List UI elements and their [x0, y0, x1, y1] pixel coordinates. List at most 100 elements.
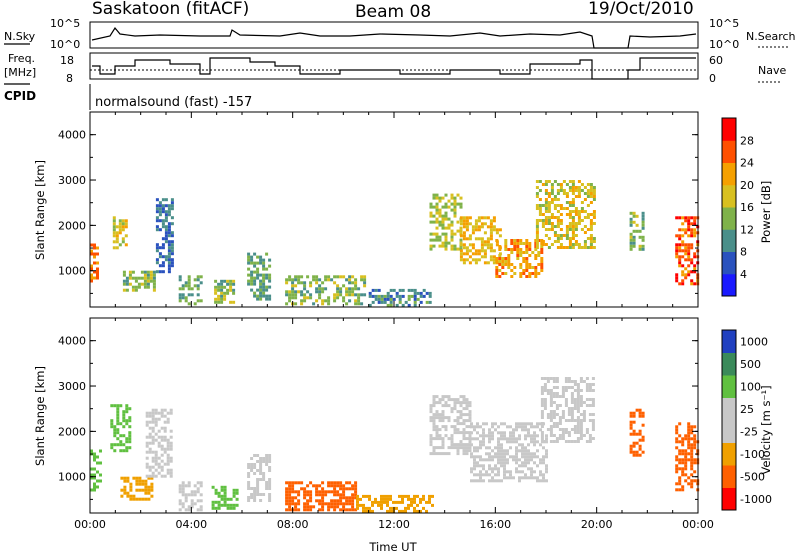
data-cell [435, 446, 439, 450]
data-cell [462, 401, 466, 405]
data-cell [181, 293, 185, 297]
data-cell [589, 225, 593, 228]
data-cell [327, 299, 331, 303]
freq-label-1: Freq. [8, 52, 35, 65]
data-cell [150, 482, 154, 486]
data-cell [166, 444, 170, 448]
nsky-top-tick: 10^5 [50, 17, 80, 30]
data-cell [365, 506, 368, 510]
data-cell [678, 479, 682, 483]
data-cell [468, 249, 472, 253]
data-cell [128, 270, 132, 274]
data-cell [120, 494, 124, 498]
data-cell [327, 484, 331, 488]
data-cell [432, 449, 436, 453]
data-cell [527, 449, 530, 453]
power-colorbar-tick: 4 [740, 268, 747, 281]
data-cell [521, 470, 524, 474]
data-cell [93, 255, 96, 259]
data-cell [498, 263, 502, 266]
data-cell [444, 416, 448, 420]
data-cell [444, 205, 448, 209]
data-cell [357, 287, 361, 291]
data-cell [333, 490, 337, 494]
data-cell [543, 389, 547, 392]
data-cell [589, 189, 593, 192]
data-cell [586, 213, 590, 216]
data-cell [407, 506, 410, 510]
data-cell [513, 245, 517, 248]
data-cell [309, 508, 313, 512]
data-cell [429, 404, 433, 408]
data-cell [456, 416, 460, 420]
data-cell [629, 450, 633, 454]
data-cell [536, 425, 539, 429]
data-cell [629, 223, 633, 227]
data-cell [638, 429, 642, 433]
data-cell [473, 428, 476, 432]
data-cell [533, 440, 536, 444]
data-cell [291, 502, 295, 506]
data-cell [220, 297, 224, 301]
data-cell [494, 464, 497, 468]
data-cell [589, 219, 593, 222]
data-cell [678, 228, 682, 232]
data-cell [632, 238, 636, 242]
x-tick-label: 08:00 [277, 518, 309, 531]
data-cell [253, 261, 257, 265]
data-cell [422, 506, 425, 510]
freq-panel [89, 52, 699, 80]
data-cell [450, 223, 454, 227]
data-cell [567, 386, 571, 389]
data-cell [285, 278, 289, 282]
data-cell [564, 386, 568, 389]
data-cell [538, 198, 542, 201]
data-cell [432, 193, 436, 197]
data-cell [157, 429, 161, 433]
data-cell [482, 437, 485, 441]
data-cell [135, 476, 139, 480]
data-cell [128, 431, 132, 435]
data-cell [447, 226, 451, 230]
data-cell [555, 407, 559, 410]
data-cell [253, 490, 257, 493]
data-cell [524, 425, 527, 429]
data-cell [392, 297, 396, 301]
data-cell [170, 231, 174, 235]
data-cell [395, 303, 399, 307]
colorbar-frame [721, 329, 737, 511]
data-cell [389, 497, 392, 501]
data-cell [163, 435, 167, 439]
data-cell [148, 426, 152, 430]
data-cell [166, 459, 170, 463]
data-cell [145, 444, 149, 448]
data-cell [530, 437, 533, 441]
data-cell [687, 434, 691, 438]
colorbar-swatch [722, 273, 736, 297]
data-cell [158, 264, 162, 268]
data-cell [146, 282, 150, 286]
data-cell [539, 461, 542, 465]
data-cell [160, 447, 164, 451]
data-cell [591, 428, 595, 431]
data-cell [184, 299, 188, 303]
data-cell [259, 258, 263, 262]
data-cell [447, 437, 451, 441]
data-cell [693, 479, 697, 483]
data-cell [524, 428, 527, 432]
data-cell [232, 488, 236, 492]
data-cell [167, 246, 171, 250]
data-cell [527, 458, 530, 462]
data-cell [339, 493, 343, 497]
data-cell [170, 207, 174, 211]
data-cell [217, 285, 221, 289]
data-cell [450, 434, 454, 438]
data-cell [348, 287, 352, 291]
data-cell [368, 509, 371, 513]
data-cell [549, 440, 553, 443]
data-cell [259, 297, 263, 301]
data-cell [579, 431, 583, 434]
data-cell [564, 431, 568, 434]
data-cell [559, 246, 563, 249]
data-cell [480, 225, 484, 229]
